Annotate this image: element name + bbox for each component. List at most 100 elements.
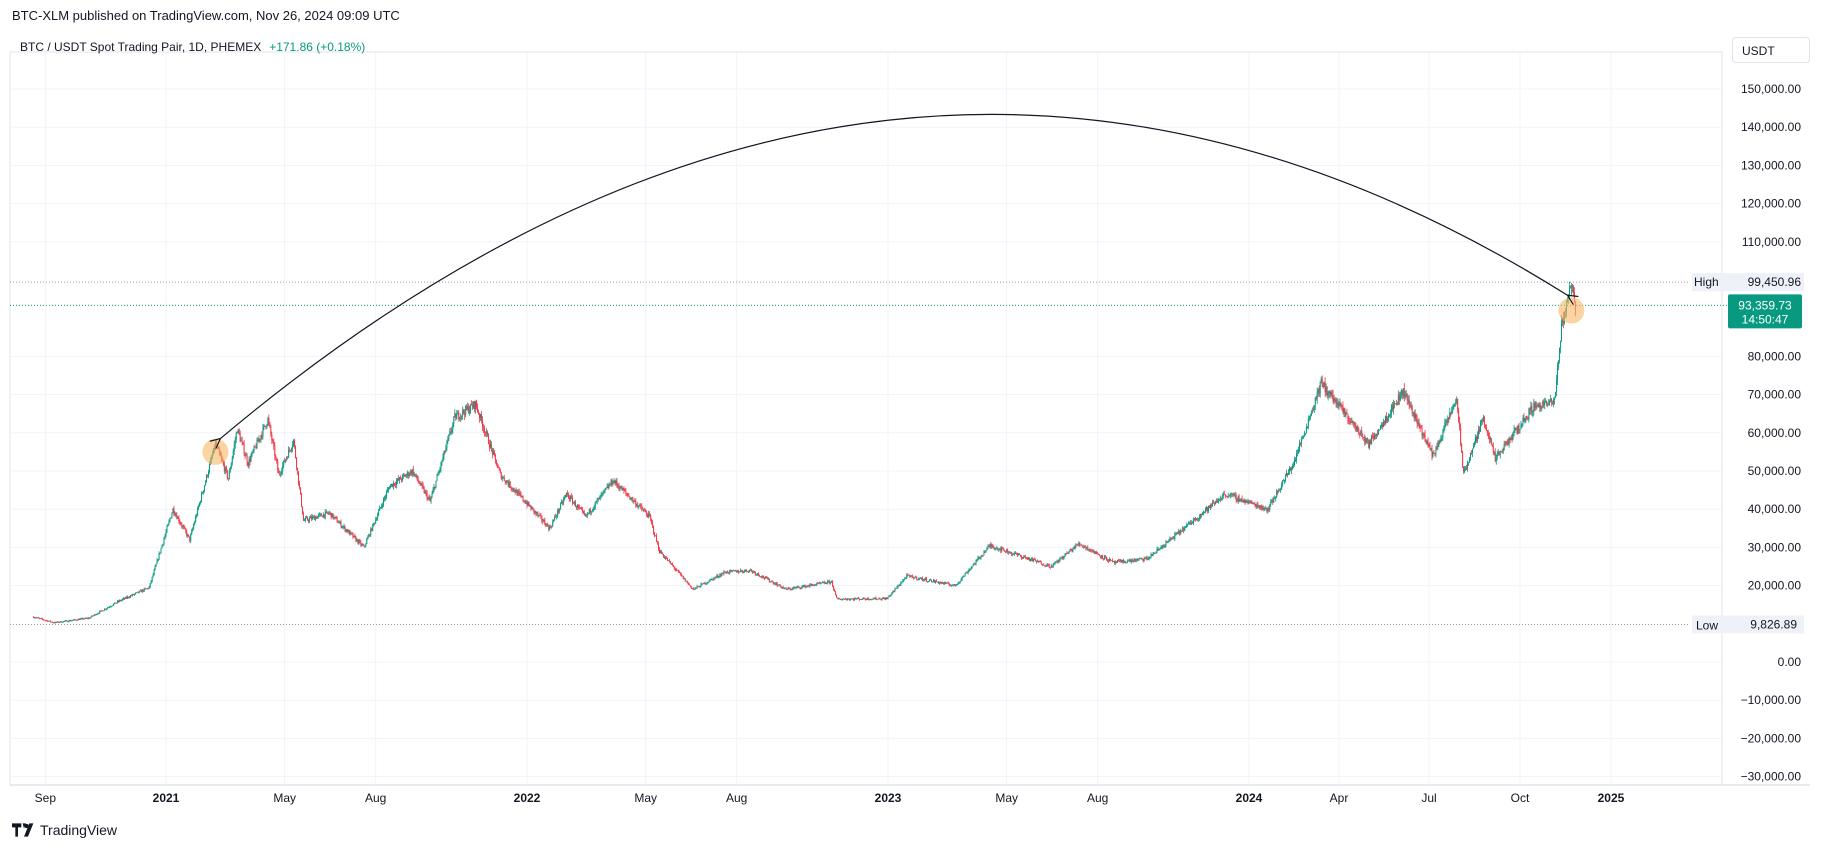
- candle-body: [949, 585, 951, 586]
- candle-body: [1092, 549, 1094, 551]
- candle-body: [697, 586, 699, 587]
- candle-body: [1335, 399, 1337, 404]
- candle-body: [282, 465, 284, 472]
- candle-body: [1264, 508, 1266, 510]
- x-tick-label: May: [273, 791, 296, 805]
- candle-body: [1111, 559, 1113, 561]
- candle-body: [131, 594, 133, 596]
- candle-body: [594, 501, 596, 507]
- candle-body: [1293, 465, 1295, 467]
- candle-body: [1231, 493, 1233, 495]
- candle-body: [128, 597, 130, 599]
- candle-body: [1442, 432, 1444, 438]
- candle-body: [1393, 403, 1395, 405]
- candle-body: [1204, 509, 1206, 512]
- candle-body: [226, 470, 228, 478]
- candle-body: [1090, 549, 1092, 551]
- candle-body: [785, 587, 787, 590]
- candle-body: [1364, 437, 1366, 443]
- candle-body: [1243, 499, 1245, 503]
- candle-body: [1242, 501, 1244, 503]
- candle-body: [525, 502, 527, 504]
- candle-body: [1121, 559, 1123, 563]
- candle-body: [393, 483, 395, 485]
- candle-body: [1137, 558, 1139, 560]
- candle-body: [381, 505, 383, 508]
- candle-body: [713, 577, 715, 580]
- candle-body: [778, 584, 780, 586]
- candle-body: [540, 515, 542, 517]
- candle-body: [1302, 435, 1304, 438]
- candle-body: [1401, 389, 1403, 396]
- candle-body: [291, 448, 293, 451]
- candle-body: [1480, 420, 1482, 423]
- candle-body: [468, 406, 470, 413]
- candle-body: [649, 513, 651, 516]
- candle-body: [1321, 378, 1323, 386]
- candle-body: [261, 435, 263, 437]
- footer-brand[interactable]: TradingView: [12, 822, 117, 838]
- candle-body: [1433, 452, 1435, 454]
- candle-body: [657, 541, 659, 544]
- candle-body: [661, 553, 663, 555]
- candle-body: [1432, 452, 1434, 457]
- candle-body: [1211, 502, 1213, 506]
- candle-body: [532, 507, 534, 509]
- candle-body: [1484, 424, 1486, 428]
- candle-body: [834, 589, 836, 592]
- candle-body: [1487, 432, 1489, 436]
- candle-body: [467, 406, 469, 410]
- candle-body: [163, 538, 165, 544]
- candle-body: [1015, 552, 1017, 554]
- candle-body: [410, 471, 412, 475]
- candle-body: [1315, 398, 1317, 400]
- candle-body: [989, 544, 991, 547]
- candle-body: [1248, 502, 1250, 504]
- candle-body: [553, 519, 555, 522]
- candle-body: [1117, 560, 1119, 562]
- candle-body: [1143, 558, 1145, 561]
- candle-body: [1535, 405, 1537, 409]
- candle-body: [654, 532, 656, 536]
- candle-body: [652, 522, 654, 527]
- candle-body: [870, 598, 872, 600]
- candle-body: [827, 581, 829, 584]
- candle-body: [77, 619, 79, 621]
- candle-body: [1107, 560, 1109, 562]
- candle-body: [924, 579, 926, 581]
- candle-body: [1360, 430, 1362, 435]
- candle-body: [1022, 557, 1024, 558]
- candle-body: [513, 488, 515, 491]
- candle-body: [1388, 415, 1390, 417]
- candle-body: [638, 505, 640, 507]
- candle-body: [738, 571, 740, 573]
- candle-body: [1570, 286, 1572, 289]
- candle-body: [1458, 410, 1460, 422]
- candle-body: [1193, 519, 1195, 523]
- candle-body: [148, 587, 150, 589]
- candle-body: [988, 546, 990, 548]
- candle-body: [234, 440, 236, 445]
- candle-body: [1159, 548, 1161, 549]
- candle-body: [1170, 538, 1172, 540]
- currency-unit-button[interactable]: USDT: [1732, 37, 1810, 63]
- candle-body: [436, 475, 438, 481]
- candle-body: [378, 511, 380, 516]
- candle-body: [637, 504, 639, 507]
- highlight-circle: [202, 438, 229, 465]
- candle-body: [1238, 496, 1240, 502]
- candle-body: [1028, 557, 1030, 561]
- candle-body: [1224, 494, 1226, 496]
- candle-body: [184, 527, 186, 529]
- candle-body: [380, 507, 382, 509]
- candle-body: [858, 598, 860, 600]
- candle-body: [486, 431, 488, 435]
- candle-body: [32, 616, 34, 618]
- candle-body: [1251, 501, 1253, 503]
- candle-body: [656, 535, 658, 542]
- candle-body: [883, 598, 885, 599]
- candle-body: [63, 621, 65, 623]
- candle-body: [209, 464, 211, 473]
- candle-body: [177, 517, 179, 519]
